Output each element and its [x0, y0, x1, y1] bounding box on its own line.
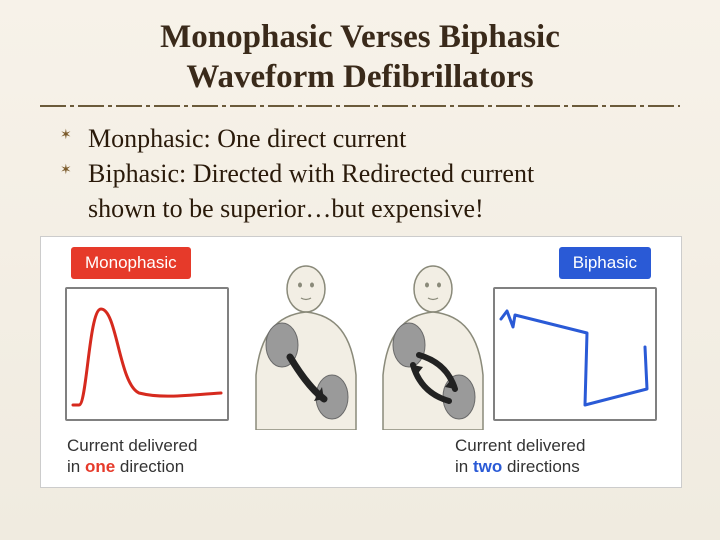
eye-right — [310, 283, 314, 288]
head-shape — [287, 266, 325, 312]
slide: Monophasic Verses Biphasic Waveform Defi… — [0, 0, 720, 540]
bullet-item-1: Monphasic: One direct current — [60, 121, 680, 156]
biphasic-caption: Current delivered in two directions — [455, 435, 655, 478]
monophasic-label: Monophasic — [71, 247, 191, 279]
waveform-figure: Monophasic Biphasic — [40, 236, 682, 488]
title-line-1: Monophasic Verses Biphasic — [160, 19, 560, 55]
monophasic-caption: Current delivered in one direction — [67, 435, 267, 478]
monophasic-wave-path — [73, 309, 221, 405]
bullet-list: Monphasic: One direct current Biphasic: … — [60, 121, 680, 226]
bullet-item-2: Biphasic: Directed with Redirected curre… — [60, 156, 680, 191]
cap-left-post: direction — [115, 457, 184, 476]
biphasic-wave-path — [501, 311, 647, 405]
title-line-2: Waveform Defibrillators — [186, 59, 533, 95]
head-shape — [414, 266, 452, 312]
cap-right-in: in — [455, 457, 473, 476]
eye-right — [437, 283, 441, 288]
torso-biphasic — [373, 265, 493, 430]
cap-right-line1: Current delivered — [455, 436, 585, 455]
biphasic-label: Biphasic — [559, 247, 651, 279]
torso-mono-svg — [246, 265, 366, 430]
title-divider — [40, 105, 680, 107]
eye-left — [425, 283, 429, 288]
monophasic-wave-svg — [67, 289, 227, 419]
biphasic-wave-svg — [495, 289, 655, 419]
defib-pad-upper — [393, 323, 425, 367]
slide-title: Monophasic Verses Biphasic Waveform Defi… — [40, 18, 680, 97]
cap-left-highlight: one — [85, 457, 115, 476]
cap-left-line1: Current delivered — [67, 436, 197, 455]
torso-bi-svg — [373, 265, 493, 430]
bullet-item-2-cont: shown to be superior…but expensive! — [60, 191, 680, 226]
cap-right-highlight: two — [473, 457, 502, 476]
cap-left-in: in — [67, 457, 85, 476]
biphasic-wave-panel — [493, 287, 657, 421]
monophasic-wave-panel — [65, 287, 229, 421]
torso-monophasic — [246, 265, 366, 430]
cap-right-post: directions — [502, 457, 579, 476]
eye-left — [298, 283, 302, 288]
defib-pad-lower — [443, 375, 475, 419]
